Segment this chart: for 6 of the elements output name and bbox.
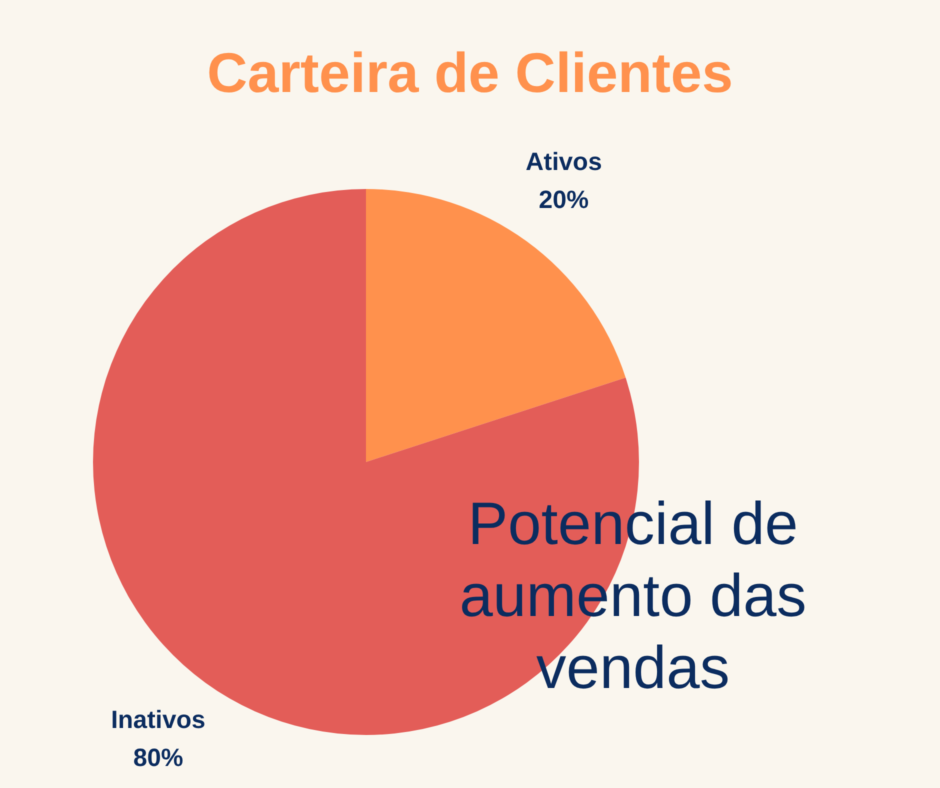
slice-label: Inativos [110,706,206,734]
slice-label: Ativos [526,148,602,176]
pie-slice [366,189,626,462]
chart-title: Carteira de Clientes [206,40,734,105]
data-label: 20% [538,186,589,214]
data-label: 80% [133,744,184,772]
